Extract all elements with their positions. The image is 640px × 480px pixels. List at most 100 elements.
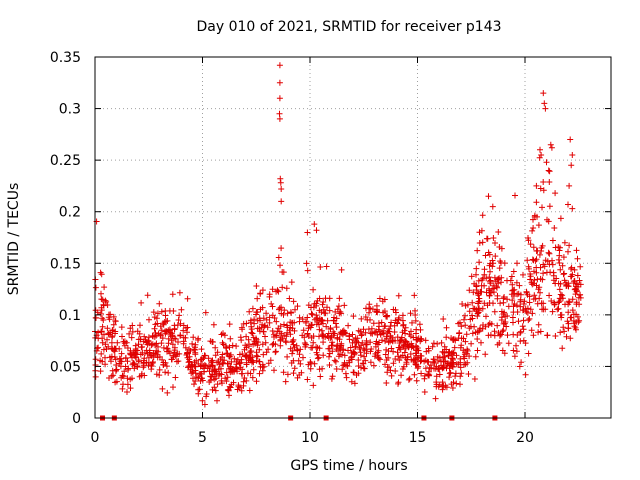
data-point [183,352,190,358]
data-point [127,325,134,332]
data-point [498,317,505,323]
data-point [527,306,534,313]
data-point [486,300,493,306]
data-point [514,302,520,309]
data-point [528,327,535,334]
data-point [546,203,553,210]
data-point [345,322,352,329]
data-point [331,357,338,364]
data-point [184,295,191,302]
data-point [135,358,142,365]
data-point [212,366,219,373]
data-point [557,329,564,336]
data-point [300,327,307,334]
data-point [429,343,436,350]
data-point [395,292,402,299]
data-point [541,263,548,270]
data-point [461,316,467,323]
data-point [92,307,99,314]
data-point [462,361,469,368]
data-point [269,286,276,293]
data-point [515,290,522,297]
data-point [427,362,434,369]
y-tick-label: 0.35 [50,50,81,66]
data-point [499,347,506,354]
data-point [106,375,112,381]
data-point [574,313,581,320]
data-point [395,353,402,360]
data-point [336,295,343,302]
data-point [349,331,356,338]
data-point [160,361,167,368]
data-point [539,276,546,283]
data-point [459,301,466,307]
data-point [519,323,526,330]
data-point [360,326,367,333]
data-point [348,356,355,363]
data-point [289,339,296,346]
data-point [199,377,206,384]
data-point [563,333,570,340]
data-point [315,354,322,361]
data-point [457,381,463,388]
data-point [363,305,369,312]
data-point [355,327,362,334]
data-point [317,373,324,380]
data-point [165,340,172,347]
data-point [569,296,576,303]
data-point [473,287,480,293]
data-point [320,352,327,359]
data-point [310,382,317,389]
data-point [438,358,445,365]
data-point [436,381,443,388]
data-point [105,331,112,338]
data-point [98,296,105,303]
data-point [535,329,542,336]
data-point [479,239,486,246]
data-point [325,334,332,341]
data-point [494,341,501,348]
data-point [266,291,273,298]
data-point [290,370,297,377]
data-point [433,383,440,390]
data-point [476,259,483,266]
data-point [311,316,318,323]
data-point [162,369,169,376]
data-point [350,313,357,320]
data-point [535,286,542,293]
data-point [365,326,372,333]
data-point [119,333,125,340]
data-point [577,263,584,270]
data-point [341,352,348,359]
data-point [236,351,243,358]
data-point [467,316,474,323]
data-point [345,347,351,354]
data-point [223,350,230,357]
data-point [304,267,311,274]
data-point-peak [278,186,285,192]
data-point [491,308,498,315]
data-point-peak [567,136,574,143]
data-point [566,242,573,249]
data-point [484,235,491,242]
data-point [473,265,480,272]
data-point [568,266,574,272]
data-point [445,353,452,359]
data-point [453,361,460,368]
data-point [124,358,131,365]
data-point [358,332,365,339]
data-point [562,301,568,308]
data-point [394,349,401,356]
data-point [367,316,373,323]
data-point [100,302,107,309]
data-point [460,347,467,354]
data-point [516,282,523,289]
data-point [180,338,187,345]
data-point [119,385,126,392]
data-point [560,324,567,331]
data-point [555,299,562,306]
data-point [569,307,576,314]
data-point [153,340,160,347]
ticks: 0 5 10 15 20 0 0.05 0.1 0.15 0.2 0.25 0.3 0.35 [50,50,611,446]
data-point [475,328,482,335]
